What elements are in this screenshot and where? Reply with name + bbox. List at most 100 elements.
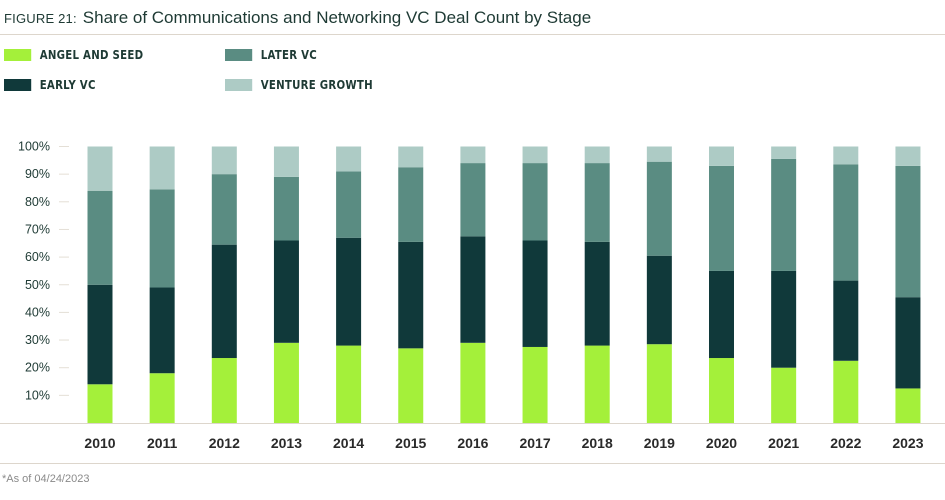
bar-segment-early-vc (833, 280, 859, 361)
bar-segment-angel-and-seed (771, 367, 797, 423)
y-tick-label: 20% (25, 361, 50, 375)
bar-segment-angel-and-seed (87, 384, 113, 423)
bar-segment-angel-and-seed (460, 342, 486, 423)
bar-segment-angel-and-seed (833, 360, 859, 423)
bar-segment-angel-and-seed (211, 358, 237, 423)
legend-swatch (225, 79, 253, 91)
bar-segment-early-vc (211, 244, 237, 359)
bar-segment-later-vc (460, 163, 486, 237)
x-tick-label: 2016 (457, 435, 488, 451)
bar-stack-2011 (149, 146, 175, 423)
bar-segment-venture-growth (149, 146, 175, 190)
figure-label: FIGURE 21: (4, 11, 77, 26)
legend-swatch (4, 79, 32, 91)
x-tick-label: 2014 (333, 435, 364, 451)
bar-stack-2012 (211, 146, 237, 423)
stacked-bar-chart: 10% 20% 30% 40% 50% 60% 70% 80% 90% 100% 2010 2011 2… (0, 140, 945, 451)
x-tick-label: 2022 (830, 435, 861, 451)
legend-label: LATER VC (260, 48, 318, 62)
y-tick-label: 60% (25, 250, 50, 264)
bar-segment-venture-growth (87, 146, 113, 191)
bar-segment-angel-and-seed (709, 358, 734, 423)
x-tick-label: 2019 (644, 435, 675, 451)
y-tick-label: 30% (25, 333, 50, 347)
x-tick-label: 2011 (147, 435, 178, 451)
bar-segment-early-vc (149, 287, 175, 374)
bar-segment-early-vc (895, 297, 921, 389)
footnote: *As of 04/24/2023 (2, 473, 90, 485)
title-divider (0, 34, 945, 35)
bar-segment-venture-growth (460, 146, 486, 164)
bar-stack-2019 (646, 146, 672, 423)
bar-segment-angel-and-seed (273, 342, 299, 423)
bar-stack-2016 (460, 146, 486, 423)
bar-segment-angel-and-seed (584, 345, 610, 423)
bar-segment-early-vc (273, 240, 299, 343)
bar-segment-early-vc (460, 236, 486, 343)
legend-label: EARLY VC (39, 78, 96, 92)
bar-stack-2018 (584, 146, 610, 423)
bar-stack-2022 (833, 146, 859, 423)
legend-label: ANGEL AND SEED (39, 48, 144, 62)
x-tick-label: 2013 (271, 435, 302, 451)
bar-segment-early-vc (398, 241, 424, 349)
bar-stack-2014 (336, 146, 362, 423)
bar-segment-later-vc (646, 161, 672, 256)
x-tick-label: 2023 (892, 435, 923, 451)
footer-divider (0, 463, 945, 464)
bar-segment-early-vc (336, 237, 362, 346)
bar-segment-later-vc (522, 163, 548, 241)
bar-stack-2023 (895, 146, 921, 423)
bar-segment-later-vc (211, 174, 237, 245)
bar-segment-later-vc (398, 167, 424, 242)
bar-segment-early-vc (584, 241, 610, 346)
bar-segment-early-vc (87, 284, 113, 385)
y-tick-label: 90% (25, 167, 50, 181)
legend-swatch (4, 49, 32, 61)
x-tick-label: 2018 (582, 435, 613, 451)
bar-segment-venture-growth (398, 146, 424, 168)
bar-segment-later-vc (149, 189, 175, 288)
x-tick-label: 2021 (768, 435, 799, 451)
bar-segment-early-vc (646, 255, 672, 345)
bar-segment-early-vc (522, 240, 548, 347)
bar-segment-later-vc (584, 163, 610, 242)
bar-segment-later-vc (273, 176, 299, 241)
bar-segment-later-vc (771, 158, 797, 271)
legend-label: VENTURE GROWTH (260, 78, 373, 92)
bar-segment-venture-growth (895, 146, 921, 166)
bar-segment-angel-and-seed (336, 345, 362, 423)
x-tick-label: 2015 (395, 435, 426, 451)
bar-stack-2020 (709, 146, 734, 423)
y-tick-label: 40% (25, 305, 50, 319)
bar-segment-later-vc (336, 171, 362, 238)
bar-stack-2021 (771, 146, 797, 423)
bar-stack-2017 (522, 146, 548, 423)
bar-segment-later-vc (709, 165, 734, 271)
y-tick-label: 50% (25, 278, 50, 292)
legend-venture-growth: VENTURE GROWTH (225, 78, 373, 92)
legend-later-vc: LATER VC (225, 48, 317, 62)
bar-segment-venture-growth (273, 146, 299, 177)
bar-segment-angel-and-seed (398, 348, 424, 423)
legend-angel-seed: ANGEL AND SEED (4, 48, 143, 62)
bar-segment-venture-growth (709, 146, 734, 166)
x-tick-label: 2017 (519, 435, 550, 451)
bar-segment-angel-and-seed (895, 388, 921, 423)
bar-segment-venture-growth (522, 146, 548, 164)
bar-segment-venture-growth (336, 146, 362, 172)
bar-segment-later-vc (895, 165, 921, 298)
y-tick-label: 10% (25, 388, 50, 402)
bar-stack-2013 (273, 146, 299, 423)
bar-stack-2015 (398, 146, 424, 423)
bar-segment-early-vc (709, 270, 734, 359)
y-tick-label: 100% (18, 140, 50, 154)
bar-segment-angel-and-seed (646, 344, 672, 423)
bar-segment-angel-and-seed (522, 346, 548, 423)
y-tick-label: 70% (25, 222, 50, 236)
bar-segment-early-vc (771, 270, 797, 368)
bar-segment-venture-growth (771, 146, 797, 159)
bar-segment-venture-growth (211, 146, 237, 175)
bar-segment-venture-growth (833, 146, 859, 165)
x-tick-label: 2020 (706, 435, 737, 451)
